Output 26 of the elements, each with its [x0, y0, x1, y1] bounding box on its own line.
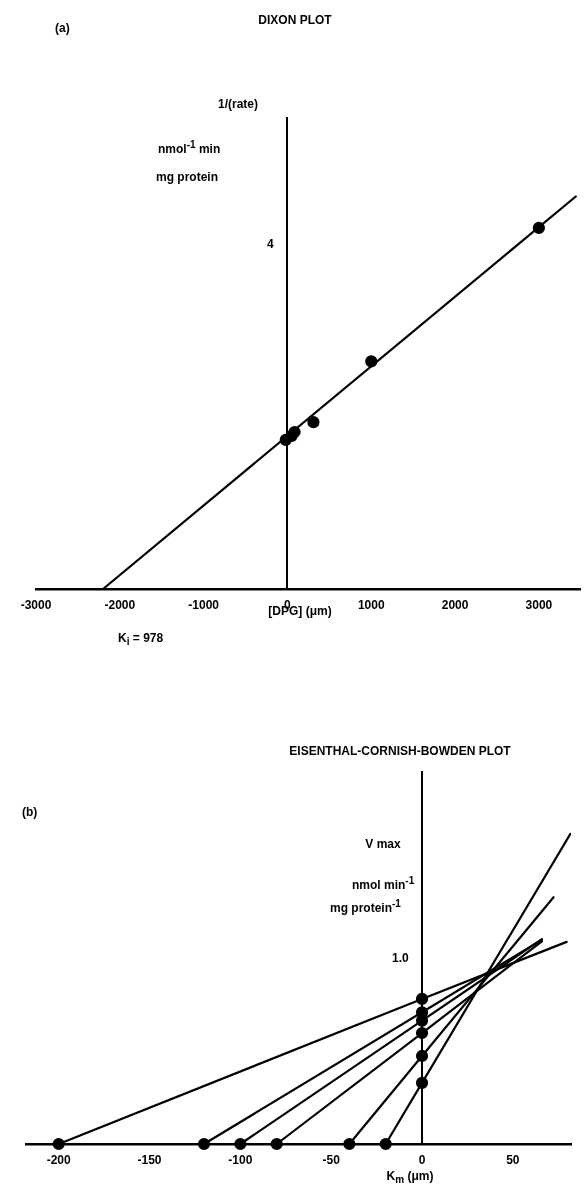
x-tick-label: -100 [228, 1152, 253, 1167]
x-tick-label: -2000 [104, 597, 136, 612]
x-tick-label: 1000 [357, 597, 385, 612]
x-tick-label: 50 [506, 1152, 520, 1167]
x-tick-label: -1000 [188, 597, 220, 612]
y-axis-title: V max [365, 837, 401, 851]
x-tick-label: 3000 [525, 597, 553, 612]
text: (a) [55, 21, 70, 35]
x-axis-title: K$_{m}$ (μm) [386, 1169, 434, 1186]
y-axis-title: 1/(rate) [217, 97, 259, 111]
chart-title: EISENTHAL-CORNISH-BOWDEN PLOT [289, 744, 511, 758]
x-tick-label: -150 [137, 1152, 162, 1167]
annotation: 4 [267, 237, 274, 251]
x-tick-label: 0 [418, 1152, 426, 1167]
text: K$_{i}$ = 978 [118, 631, 164, 648]
text: (b) [22, 805, 38, 819]
x-tick-label: -50 [322, 1152, 341, 1167]
annotation: mg protein$^{-1}$ [330, 898, 401, 915]
x-tick-label: 2000 [441, 597, 469, 612]
text: nmol$^{-1}$ min [158, 139, 221, 156]
annotation: 1.0 [392, 951, 409, 965]
x-tick-label: -200 [46, 1152, 72, 1167]
annotation: nmol min$^{-1}$ [352, 875, 415, 892]
x-tick-label: -3000 [20, 597, 52, 612]
chart-title: DIXON PLOT [258, 13, 332, 27]
text: mg protein [156, 170, 218, 184]
